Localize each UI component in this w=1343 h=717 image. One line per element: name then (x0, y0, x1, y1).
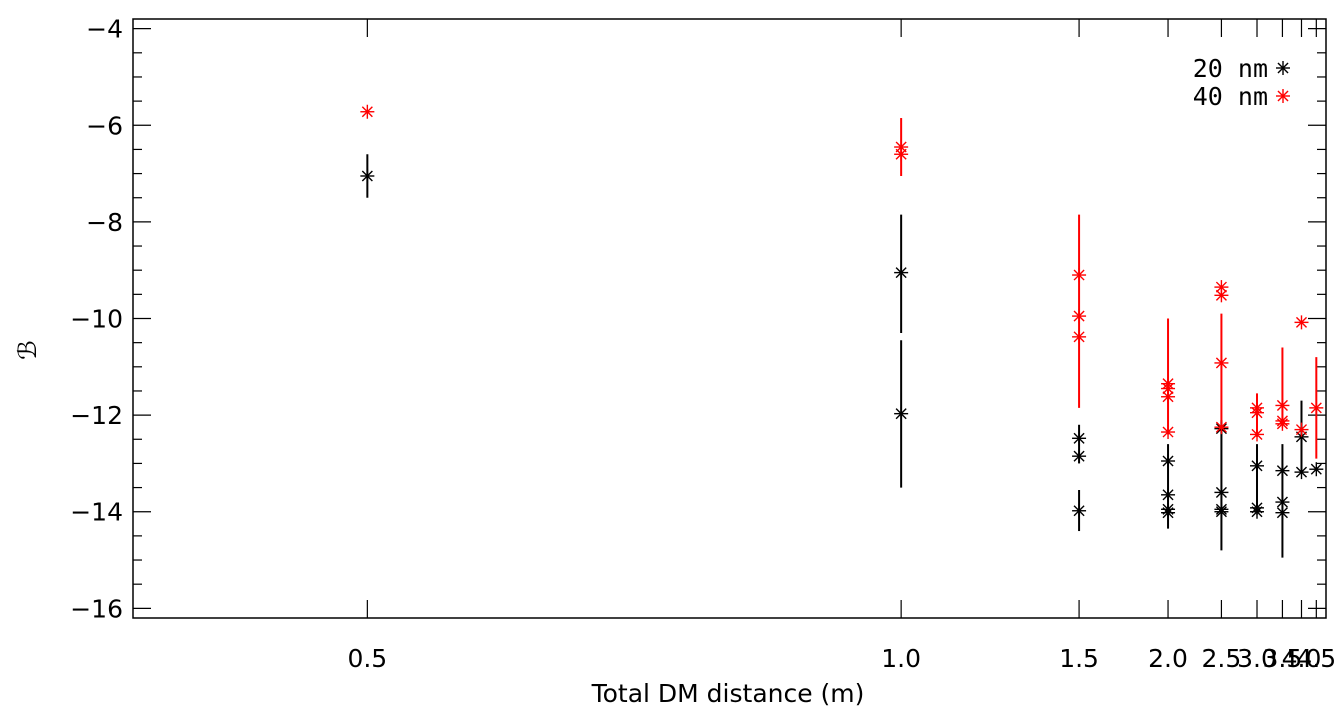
data-point (1072, 309, 1087, 324)
data-point (1072, 268, 1087, 283)
x-axis-title: Total DM distance (m) (591, 679, 865, 708)
legend-marker (1276, 89, 1290, 103)
data-point (1161, 505, 1176, 520)
data-point (1161, 454, 1176, 469)
data-point (1294, 465, 1309, 480)
data-point (1161, 389, 1176, 404)
x-tick-label: 4.5 (1296, 644, 1336, 673)
plot-frame (132, 18, 1327, 619)
data-point (1309, 400, 1324, 415)
legend-marker (1276, 61, 1290, 75)
y-tick-label: −10 (70, 305, 123, 334)
data-point (1275, 416, 1290, 431)
data-points (360, 104, 1324, 520)
error-bars (366, 118, 1318, 558)
data-point (1250, 427, 1265, 442)
y-tick-label: −16 (70, 594, 123, 623)
y-tick-label: −6 (86, 111, 123, 140)
y-tick-label: −4 (86, 15, 123, 44)
x-tick-label: 2.0 (1148, 644, 1188, 673)
legend-label: 20 nm (1193, 54, 1268, 83)
y-axis-title: ℬ (13, 340, 42, 360)
data-point (360, 104, 375, 119)
data-point (1072, 329, 1087, 344)
data-point (894, 406, 909, 421)
data-point (1214, 504, 1229, 519)
x-tick-label: 0.5 (347, 644, 387, 673)
x-tick-label: 2.5 (1202, 644, 1242, 673)
x-tick-label: 3.0 (1237, 644, 1277, 673)
data-point (1161, 487, 1176, 502)
data-point (360, 168, 375, 183)
y-tick-label: −12 (70, 401, 123, 430)
x-tick-label: 3.5 (1263, 644, 1303, 673)
data-point (1214, 288, 1229, 303)
data-point (1275, 398, 1290, 413)
x-tick-label: 4.0 (1282, 644, 1322, 673)
data-point (1214, 355, 1229, 370)
y-tick-label: −14 (70, 498, 123, 527)
data-point (894, 147, 909, 162)
data-point (894, 265, 909, 280)
data-point (1275, 505, 1290, 520)
x-tick-label: 1.5 (1059, 644, 1099, 673)
y-tick-label: −8 (86, 208, 123, 237)
data-point (1072, 503, 1087, 518)
axes: −4−6−8−10−12−14−160.5 1.0 1.5 2.0 2.53.03.54… (70, 15, 1336, 673)
data-point (1072, 431, 1087, 446)
data-point (1294, 315, 1309, 330)
data-point (1214, 485, 1229, 500)
data-point (1250, 458, 1265, 473)
x-tick-label: 1.0 (881, 644, 921, 673)
data-point (1161, 425, 1176, 440)
data-point (1250, 405, 1265, 420)
data-point (1072, 449, 1087, 464)
data-point (1250, 504, 1265, 519)
data-point (1214, 420, 1229, 435)
data-point (1275, 463, 1290, 478)
data-point (1294, 422, 1309, 437)
legend-label: 40 nm (1193, 82, 1268, 111)
data-point (1309, 462, 1324, 477)
